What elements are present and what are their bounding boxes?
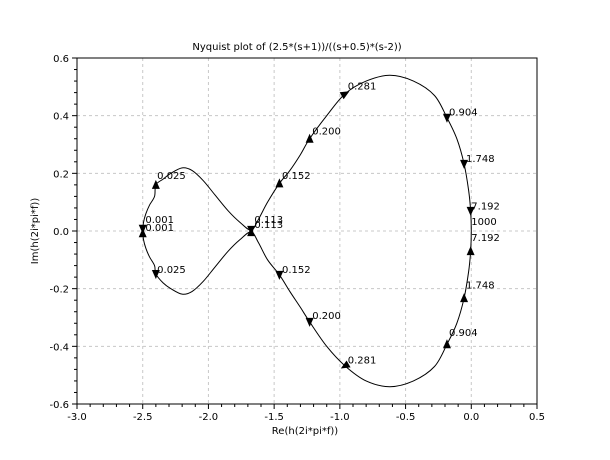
direction-arrows: [138, 91, 475, 369]
direction-arrow: [247, 227, 256, 237]
y-tick-label: 0.6: [53, 54, 69, 65]
x-tick-label: -2.5: [133, 412, 153, 423]
y-tick-label: -0.4: [49, 342, 69, 353]
direction-arrow: [138, 228, 147, 238]
x-tick-label: 0.5: [529, 412, 545, 423]
grid: [77, 58, 537, 404]
frequency-label: 0.025: [157, 265, 186, 276]
y-tick-label: -0.6: [49, 400, 69, 411]
axis-ticks: -3.0 -2.5 -2.0 -1.5 -1.0 -0.5 0.0 0.50.60.40.20…: [49, 54, 544, 423]
frequency-label: 1000: [471, 217, 496, 228]
frequency-label: 0.113: [254, 215, 283, 226]
frequency-label: 0.200: [312, 126, 341, 137]
direction-arrow: [339, 91, 350, 100]
y-axis-label: Im(h(2i*pi*f)): [30, 198, 41, 265]
y-tick-label: -0.2: [49, 285, 69, 296]
x-tick-label: -1.5: [264, 412, 284, 423]
frequency-label: 1.748: [466, 154, 495, 165]
x-tick-label: -3.0: [67, 412, 87, 423]
nyquist-curve-group: [142, 74, 472, 388]
direction-arrow: [460, 293, 469, 303]
direction-arrow: [442, 113, 451, 123]
frequency-label: 0.113: [254, 220, 283, 231]
y-tick-label: 0.2: [53, 169, 69, 180]
frequency-label: 0.281: [348, 356, 377, 367]
frequency-label: 1.748: [466, 281, 495, 292]
direction-arrow: [466, 206, 475, 216]
frequency-label: 7.192: [471, 233, 500, 244]
frequency-label: 0.904: [449, 108, 478, 119]
direction-arrow: [151, 269, 160, 279]
frequency-label: 0.001: [145, 223, 174, 234]
direction-arrow: [340, 360, 351, 369]
chart-title: Nyquist plot of (2.5*(s+1))/((s+0.5)*(s-…: [192, 42, 401, 53]
y-tick-label: 0.4: [53, 112, 69, 123]
direction-arrow: [466, 246, 475, 256]
frequency-label: 0.001: [145, 215, 174, 226]
frequency-label: 0.152: [282, 265, 311, 276]
frequency-label: 0.904: [449, 328, 478, 339]
direction-arrow: [442, 339, 451, 349]
x-tick-label: 0.0: [463, 412, 479, 423]
direction-arrow: [305, 317, 314, 327]
x-tick-label: -2.0: [199, 412, 219, 423]
direction-arrow: [305, 133, 314, 143]
x-tick-label: -0.5: [396, 412, 416, 423]
direction-arrow: [275, 270, 284, 280]
direction-arrow: [275, 178, 284, 188]
frequency-label: 0.200: [312, 311, 341, 322]
direction-arrow: [151, 179, 160, 189]
frequency-label: 7.192: [471, 201, 500, 212]
frequency-label: 0.025: [157, 171, 186, 182]
x-tick-label: -1.0: [330, 412, 350, 423]
y-tick-label: 0.0: [53, 227, 69, 238]
x-axis-label: Re(h(2i*pi*f)): [272, 426, 338, 437]
frequency-label: 0.152: [282, 171, 311, 182]
direction-arrow: [460, 159, 469, 169]
nyquist-curve: [142, 74, 472, 388]
frequency-label: 0.281: [348, 82, 377, 93]
